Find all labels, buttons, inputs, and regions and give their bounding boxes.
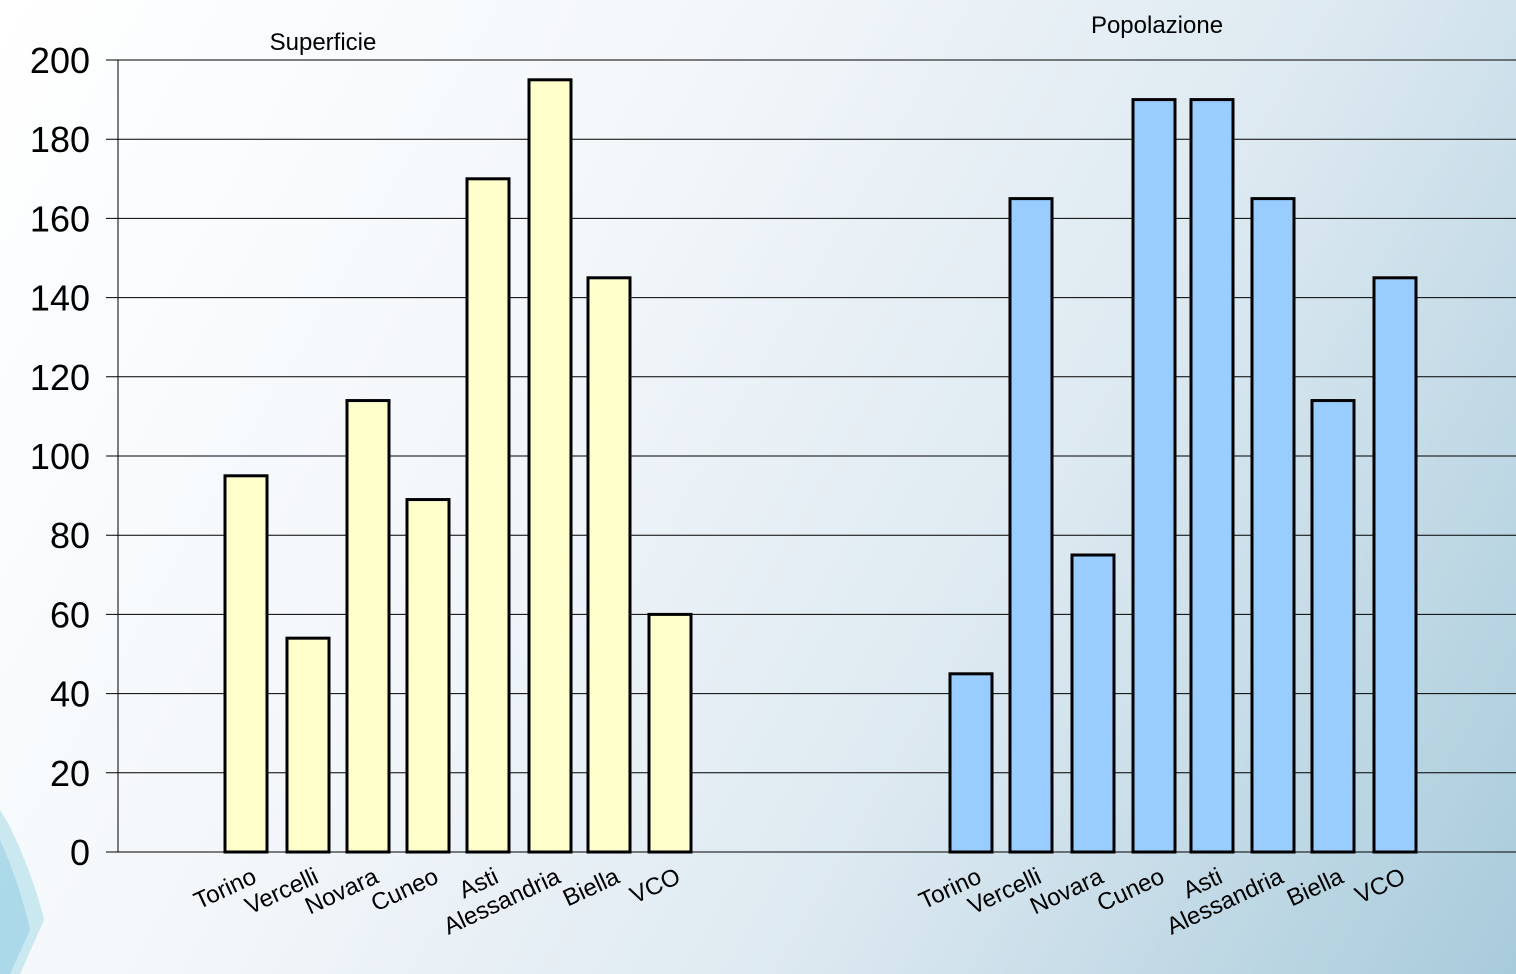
x-tick-label: Biella [559, 863, 624, 913]
bar-cuneo [1131, 98, 1177, 854]
bar-asti [465, 177, 511, 854]
x-tick-label: VCO [626, 863, 685, 909]
y-tick-label: 140 [30, 278, 90, 319]
y-tick-label: 60 [50, 594, 90, 635]
bar-torino [948, 672, 994, 854]
bar-vco [1372, 276, 1418, 854]
panel-title: Superficie [270, 29, 377, 56]
bar-biella [1310, 399, 1356, 854]
y-tick-label: 120 [30, 357, 90, 398]
y-tick-label: 20 [50, 753, 90, 794]
x-tick-label: Cuneo [367, 863, 443, 917]
y-tick-label: 80 [50, 515, 90, 556]
bar-novara [1070, 553, 1116, 854]
bar-vco [647, 612, 693, 854]
x-tick-label: Cuneo [1093, 863, 1169, 917]
bar-novara [345, 399, 391, 854]
x-tick-label: VCO [1351, 863, 1410, 909]
bar-asti [1189, 98, 1235, 854]
x-tick-label: Biella [1283, 863, 1348, 913]
bar-vercelli [285, 636, 331, 854]
y-tick-label: 200 [30, 40, 90, 81]
bar-alessandria [527, 78, 573, 854]
y-tick-label: 40 [50, 674, 90, 715]
y-axis: 0 20 40 60 80 100 120 140 160 180 200 [30, 40, 119, 873]
x-tick-label: Alessandria [1162, 863, 1288, 941]
y-tick-label: 100 [30, 436, 90, 477]
y-tick-label: 160 [30, 198, 90, 239]
bar-vercelli [1008, 197, 1054, 854]
bar-torino [223, 474, 269, 854]
panel-title: Popolazione [1091, 12, 1223, 39]
x-tick-label: Alessandria [439, 863, 565, 941]
decorative-swoosh [0, 810, 44, 974]
bar-cuneo [405, 498, 451, 854]
y-tick-label: 0 [70, 832, 90, 873]
y-tick-label: 180 [30, 119, 90, 160]
bar-alessandria [1250, 197, 1296, 854]
bar-biella [586, 276, 632, 854]
